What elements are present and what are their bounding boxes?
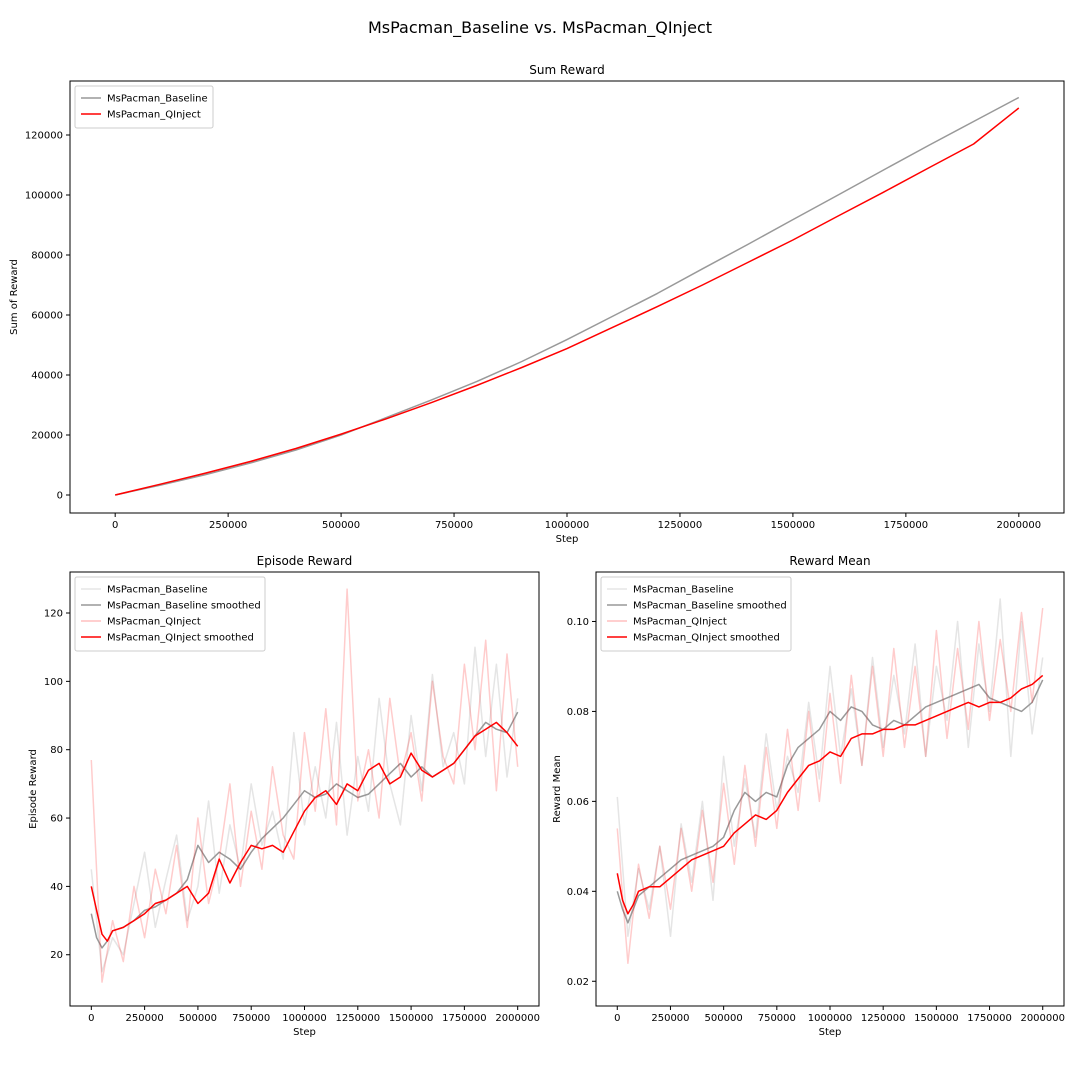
- y-tick-label: 100: [44, 677, 63, 688]
- x-tick-label: 500000: [705, 1013, 743, 1024]
- legend-entry: MsPacman_Baseline: [633, 585, 734, 596]
- x-tick-label: 500000: [322, 520, 360, 531]
- series-line-1-0: [90, 646, 519, 973]
- chart-reward-mean: 0 250000 500000 750000 1000000 1250000 1500000…: [552, 554, 1065, 1038]
- y-tick-label: 20: [50, 950, 63, 961]
- legend-entry: MsPacman_Baseline smoothed: [107, 601, 261, 612]
- x-tick-label: 2000000: [1020, 1013, 1065, 1024]
- legend-box: [600, 576, 792, 652]
- y-tick-label: 80: [50, 745, 63, 756]
- x-tick-label: 1500000: [914, 1013, 959, 1024]
- y-tick-label: 0.06: [567, 797, 589, 808]
- x-tick-label: 1250000: [658, 520, 703, 531]
- legend-entry: MsPacman_Baseline: [107, 585, 208, 596]
- chart-title: Sum Reward: [529, 63, 604, 77]
- y-tick-label: 0.08: [567, 707, 589, 718]
- legend-entry: MsPacman_QInject: [107, 617, 201, 628]
- x-tick-label: 1750000: [884, 520, 929, 531]
- x-tick-label: 250000: [209, 520, 247, 531]
- chart-title: Reward Mean: [789, 554, 870, 568]
- legend-entry: MsPacman_QInject smoothed: [107, 633, 254, 644]
- legend-entry: MsPacman_Baseline: [107, 94, 208, 105]
- x-tick-label: 750000: [232, 1013, 270, 1024]
- y-tick-label: 0.02: [567, 977, 589, 988]
- legend-entry: MsPacman_QInject: [633, 617, 727, 628]
- x-tick-label: 1000000: [808, 1013, 853, 1024]
- series-line-2-2: [616, 607, 1044, 965]
- y-tick-label: 0: [57, 491, 63, 502]
- x-tick-label: 750000: [435, 520, 473, 531]
- x-tick-label: 750000: [758, 1013, 796, 1024]
- x-tick-label: 2000000: [495, 1013, 540, 1024]
- figure-title: MsPacman_Baseline vs. MsPacman_QInject: [367, 18, 713, 37]
- x-axis-label: Step: [819, 1027, 842, 1038]
- x-tick-label: 250000: [126, 1013, 164, 1024]
- x-tick-label: 1250000: [336, 1013, 381, 1024]
- x-tick-label: 250000: [651, 1013, 689, 1024]
- y-tick-label: 20000: [31, 431, 63, 442]
- series-line-1-3: [90, 721, 519, 942]
- x-tick-label: 1250000: [861, 1013, 906, 1024]
- x-axis-label: Step: [293, 1027, 316, 1038]
- series-line-1-1: [90, 711, 519, 949]
- axes-frame: [69, 80, 1065, 514]
- y-tick-label: 40: [50, 882, 63, 893]
- x-tick-label: 1500000: [771, 520, 816, 531]
- y-tick-label: 80000: [31, 251, 63, 262]
- series-line-0-0: [115, 96, 1020, 496]
- chart-episode-reward: 0 250000 500000 750000 1000000 1250000 1500000…: [28, 554, 540, 1038]
- y-tick-label: 60000: [31, 311, 63, 322]
- legend-entry: MsPacman_QInject smoothed: [633, 633, 780, 644]
- chart-title: Episode Reward: [257, 554, 353, 568]
- series-line-2-1: [616, 679, 1044, 924]
- legend-entry: MsPacman_QInject: [107, 110, 201, 121]
- x-tick-label: 0: [614, 1013, 620, 1024]
- x-tick-label: 1750000: [442, 1013, 487, 1024]
- series-line-1-2: [90, 588, 519, 983]
- y-tick-label: 60: [50, 814, 63, 825]
- y-tick-label: 120: [44, 609, 63, 620]
- y-tick-label: 40000: [31, 371, 63, 382]
- y-tick-label: 0.04: [567, 887, 589, 898]
- x-axis-label: Step: [556, 534, 579, 545]
- y-axis-label: Reward Mean: [552, 755, 563, 823]
- y-axis-label: Episode Reward: [28, 749, 39, 829]
- y-tick-label: 0.10: [567, 617, 589, 628]
- series-line-0-1: [115, 107, 1020, 496]
- x-tick-label: 500000: [179, 1013, 217, 1024]
- x-tick-label: 2000000: [997, 520, 1042, 531]
- chart-sum-reward: 0 250000 500000 750000 1000000 1250000 1500000…: [9, 63, 1065, 545]
- legend-box: [74, 576, 266, 652]
- x-tick-label: 1000000: [545, 520, 590, 531]
- x-tick-label: 0: [88, 1013, 94, 1024]
- y-axis-label: Sum of Reward: [9, 259, 20, 335]
- x-tick-label: 1000000: [282, 1013, 327, 1024]
- x-tick-label: 0: [112, 520, 118, 531]
- y-tick-label: 120000: [25, 131, 63, 142]
- x-tick-label: 1750000: [967, 1013, 1012, 1024]
- legend-box: [74, 85, 214, 129]
- y-tick-label: 100000: [25, 191, 63, 202]
- series-line-2-3: [616, 674, 1044, 915]
- legend-entry: MsPacman_Baseline smoothed: [633, 601, 787, 612]
- x-tick-label: 1500000: [389, 1013, 434, 1024]
